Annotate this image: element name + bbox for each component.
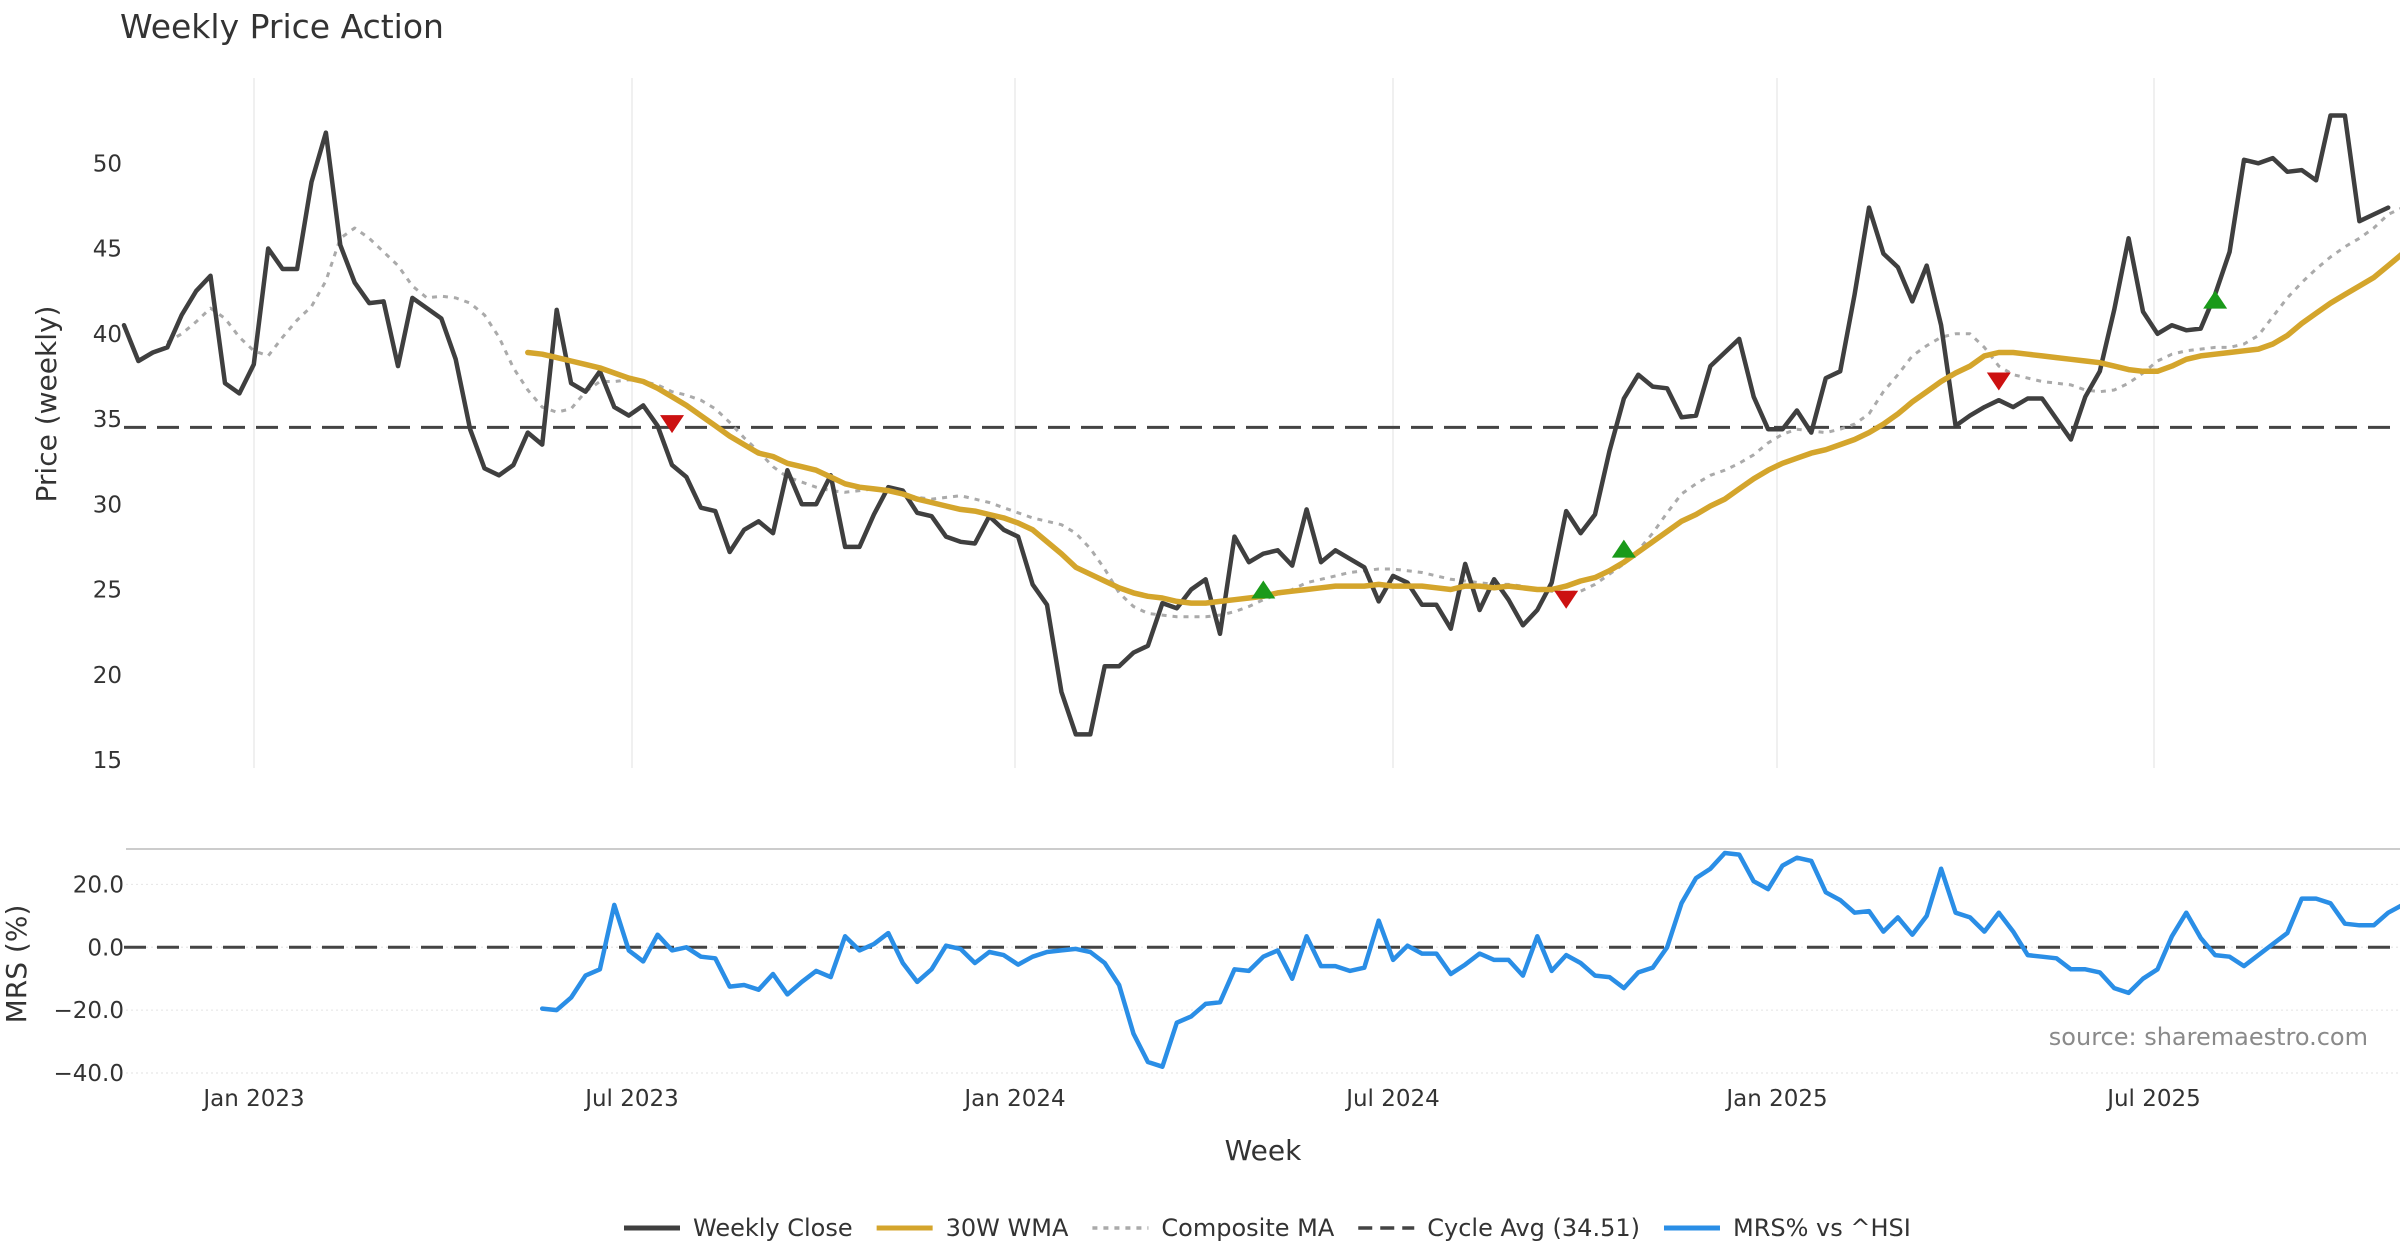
legend-label-composite-ma: Composite MA [1161,1214,1334,1242]
buy-signal-marker [1611,539,1636,558]
price-y-tick-label: 50 [93,151,122,177]
x-axis-title: Week [1225,1134,1302,1167]
source-annotation: source: sharemaestro.com [2049,1023,2368,1051]
mrs-y-tick-label: −20.0 [54,998,124,1024]
x-tick-label: Jul 2025 [2105,1086,2201,1112]
buy-signal-marker [2203,290,2228,309]
legend: Weekly Close 30W WMA Composite MA Cycle Avg… [624,1214,1911,1242]
price-y-axis-title: Price (weekly) [30,306,63,503]
price-y-tick-label: 15 [93,748,122,774]
mrs-y-tick-label: 0.0 [87,935,124,961]
price-y-tick-label: 20 [93,663,122,689]
price-y-tick-label: 45 [93,237,122,263]
series-30w-wma [525,252,2400,606]
mrs-y-tick-label: −40.0 [54,1061,124,1087]
mrs-y-axis-title: MRS (%) [0,905,33,1024]
price-y-tick-label: 30 [93,492,122,518]
legend-label-mrs-vs-hsi: MRS% vs ^HSI [1733,1214,1911,1242]
x-ticks: Jan 2023 Jul 2023 Jan 2024 Jul 2024 Jan 2025… [201,1086,2200,1112]
price-y-tick-label: 40 [93,322,122,348]
series-mrs-vs-hsi [539,850,2400,1069]
price-y-ticks: 15 20 25 30 35 40 45 50 [93,151,122,774]
sell-signal-marker [660,415,685,434]
sell-signal-marker [1554,590,1579,609]
chart-title: Weekly Price Action [120,7,444,46]
x-tick-label: Jan 2024 [962,1086,1065,1112]
price-grid [253,78,2155,768]
signal-markers [660,290,2228,609]
legend-label-30w-wma: 30W WMA [946,1214,1069,1242]
legend-label-cycle-avg-34-51: Cycle Avg (34.51) [1427,1214,1640,1242]
mrs-series-group [124,850,2400,1069]
sell-signal-marker [1986,372,2011,391]
x-tick-label: Jul 2024 [1344,1086,1440,1112]
mrs-y-ticks: −40.0 −20.0 0.0 20.0 [54,872,124,1087]
x-tick-label: Jan 2025 [1724,1086,1827,1112]
legend-label-weekly-close: Weekly Close [693,1214,853,1242]
series-weekly-close [121,113,2391,737]
price-y-tick-label: 25 [93,578,122,604]
price-series-group [121,113,2400,737]
mrs-y-tick-label: 20.0 [73,872,124,898]
x-tick-label: Jul 2023 [583,1086,679,1112]
x-tick-label: Jan 2023 [201,1086,304,1112]
buy-signal-marker [1251,580,1276,599]
price-y-tick-label: 35 [93,407,122,433]
